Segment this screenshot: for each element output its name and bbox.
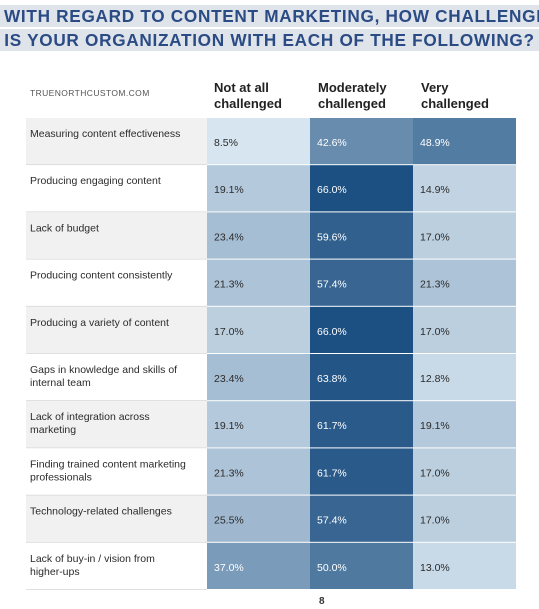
title-line-2: IS YOUR ORGANIZATION WITH EACH OF THE FO… [0,29,539,51]
heatmap-cell [310,212,413,259]
row-label: Lack of buy-in / vision from higher-ups [30,553,155,578]
cell-value-label: 37.0% [214,562,244,574]
heatmap-cell [310,354,413,401]
cell-value-label: 17.0% [420,231,450,243]
cell-value-label: 23.4% [214,373,244,385]
heatmap-cell [310,495,413,542]
cell-value-label: 42.6% [317,137,347,149]
cell-value-label: 13.0% [420,562,450,574]
cell-value-label: 61.7% [317,467,347,479]
heatmap-cell [413,354,516,401]
column-header-moderately: Moderately challenged [318,80,387,112]
row-label: Lack of budget [30,222,99,234]
cell-value-label: 21.3% [420,279,450,291]
heatmap-cell [207,165,310,212]
row-label: Technology-related challenges [30,506,172,518]
column-header-very: Very challenged [421,80,489,112]
row-label-band [26,495,207,542]
cell-value-label: 14.9% [420,184,450,196]
heatmap-cell [207,118,310,165]
row-label: Producing content consistently [30,270,173,282]
cell-value-label: 8.5% [214,137,238,149]
column-header-line: challenged [421,96,489,111]
heatmap-cell [207,259,310,306]
heatmap-cell [413,259,516,306]
row-label-band [26,118,207,165]
heatmap-cell [413,165,516,212]
cell-value-label: 17.0% [420,467,450,479]
cell-value-label: 61.7% [317,420,347,432]
cell-value-label: 12.8% [420,373,450,385]
heatmap-cell [207,448,310,495]
footer-mark: 8 [319,596,325,607]
heatmap-cell [207,495,310,542]
heatmap-cell [310,259,413,306]
heatmap-cell [207,401,310,448]
heatmap-cell [310,542,413,589]
cell-value-label: 66.0% [317,326,347,338]
heatmap-cell [310,401,413,448]
column-header-line: Very [421,80,449,95]
cell-value-label: 19.1% [214,184,244,196]
heatmap-cell [310,448,413,495]
row-label-band [26,306,207,353]
row-label-band [26,259,207,306]
cell-value-label: 17.0% [420,515,450,527]
row-label: Producing a variety of content [30,317,169,329]
cell-value-label: 48.9% [420,137,450,149]
row-label: Lack of integration across marketing [30,411,150,436]
row-label-band [26,401,207,448]
row-label: Measuring content effectiveness [30,128,180,140]
title-line-1: WITH REGARD TO CONTENT MARKETING, HOW CH… [0,5,539,27]
cell-value-label: 17.0% [214,326,244,338]
column-header-not-at-all: Not at all challenged [214,80,282,112]
cell-value-label: 23.4% [214,231,244,243]
row-label-band [26,448,207,495]
row-label-band [26,212,207,259]
cell-value-label: 66.0% [317,184,347,196]
heatmap-cell [207,212,310,259]
cell-value-label: 57.4% [317,279,347,291]
heatmap-cell [310,165,413,212]
heatmap-cell [413,542,516,589]
row-label-band [26,354,207,401]
heatmap-cell [413,118,516,165]
heatmap-cell [413,448,516,495]
row-label: Producing engaging content [30,175,161,187]
cell-value-label: 21.3% [214,279,244,291]
column-header-line: challenged [214,96,282,111]
heatmap-cell [413,306,516,353]
cell-value-label: 19.1% [214,420,244,432]
column-header-line: Not at all [214,80,269,95]
heatmap-cell [207,354,310,401]
source-label: TRUENORTHCUSTOM.COM [30,88,150,98]
row-label: Finding trained content marketing profess… [30,458,186,483]
row-label-band [26,165,207,212]
cell-value-label: 63.8% [317,373,347,385]
chart-title: WITH REGARD TO CONTENT MARKETING, HOW CH… [0,0,539,56]
cell-value-label: 25.5% [214,515,244,527]
cell-value-label: 59.6% [317,231,347,243]
column-header-line: Moderately [318,80,387,95]
heatmap-cell [413,495,516,542]
heatmap-cell [310,306,413,353]
heatmap-cell [413,401,516,448]
row-label-band [26,542,207,589]
heatmap-cell [413,212,516,259]
heatmap-cell [207,306,310,353]
heatmap-cell [207,542,310,589]
cell-value-label: 19.1% [420,420,450,432]
cell-value-label: 21.3% [214,467,244,479]
column-header-line: challenged [318,96,386,111]
row-label: Gaps in knowledge and skills of internal … [30,364,177,389]
cell-value-label: 50.0% [317,562,347,574]
cell-value-label: 17.0% [420,326,450,338]
heatmap-cell [310,118,413,165]
cell-value-label: 57.4% [317,515,347,527]
